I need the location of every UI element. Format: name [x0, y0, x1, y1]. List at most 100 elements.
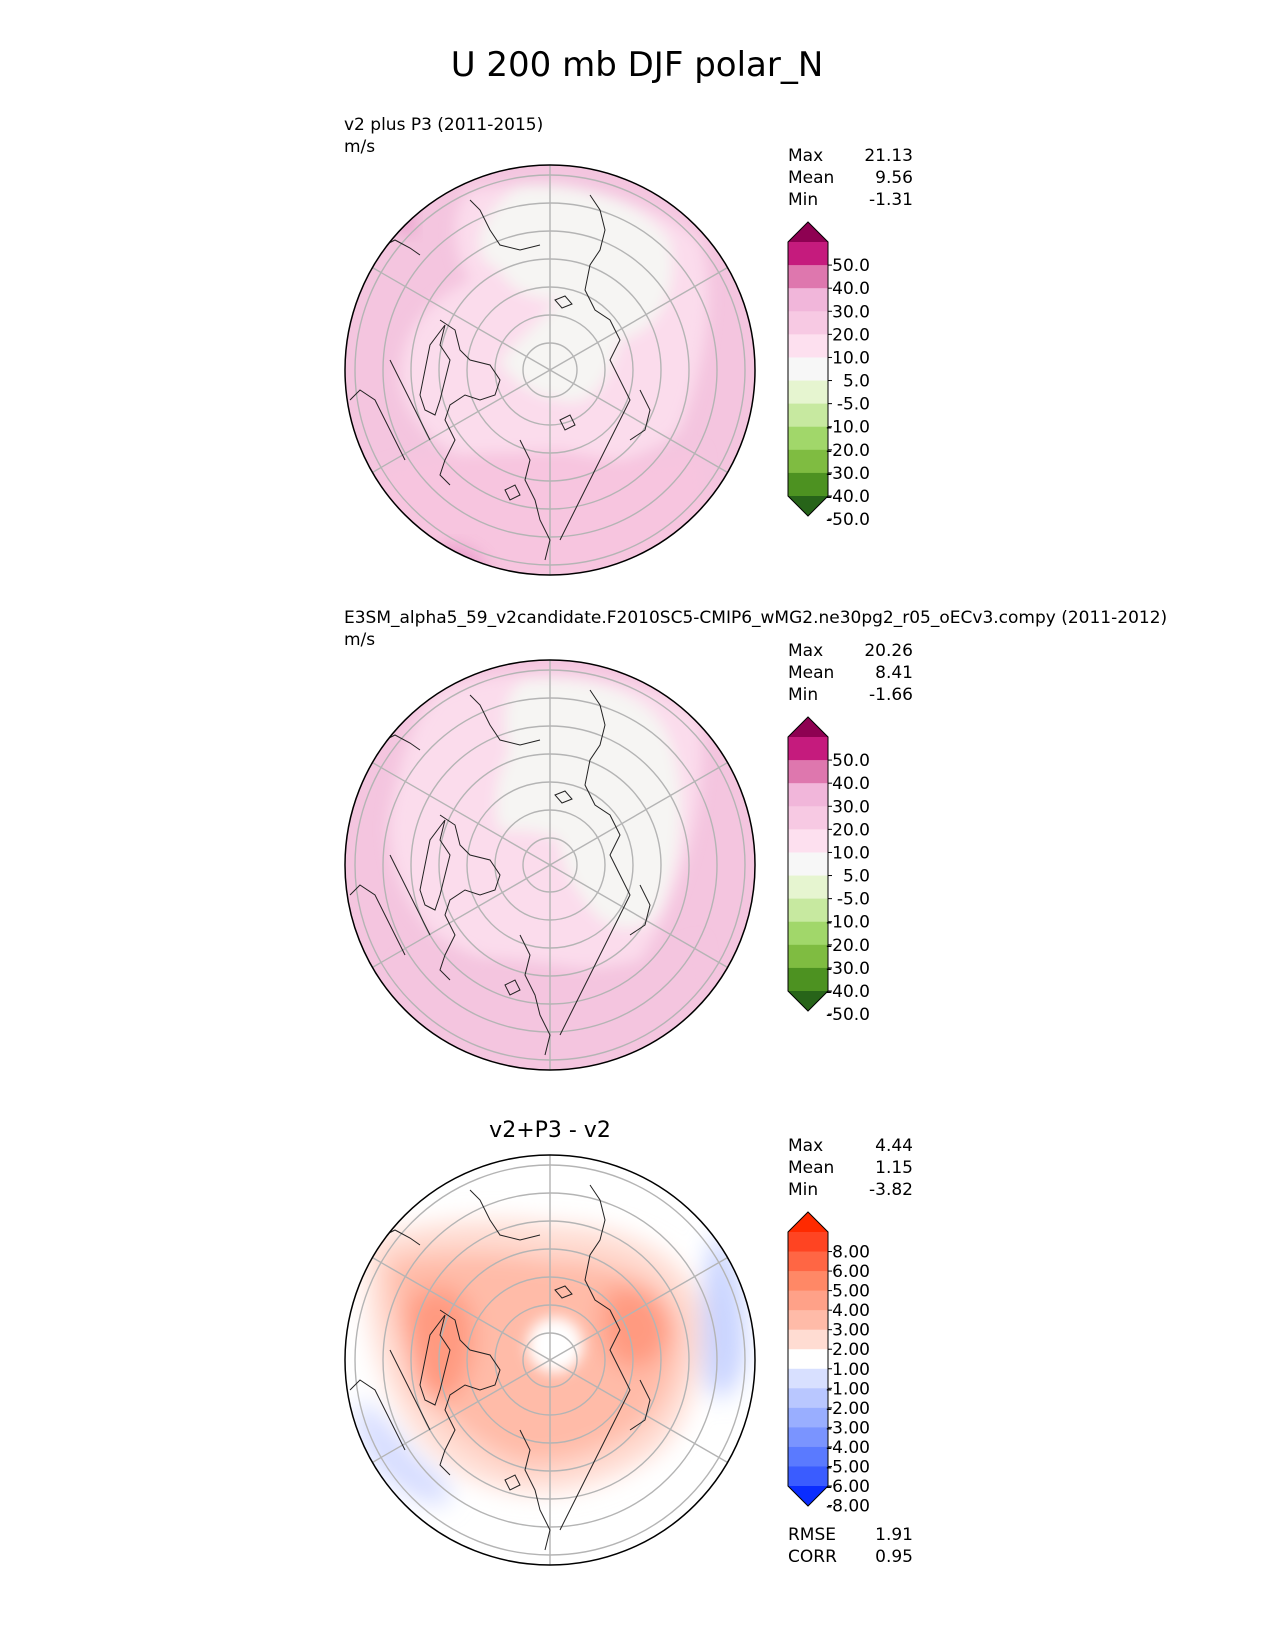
panel-1-colorbar-tick-label-5: 5.0: [843, 372, 870, 392]
panel-3-colorbar-tick-label-13: -8.00: [826, 1497, 870, 1517]
panel-3-map-border: [344, 1154, 756, 1566]
panel-2-subtitle: E3SM_alpha5_59_v2candidate.F2010SC5-CMIP…: [344, 608, 1167, 628]
panel-3-colorbar-tick-label-9: -3.00: [826, 1418, 870, 1438]
panel-3-coastlines: [349, 1184, 651, 1551]
panel-1-subtitle: v2 plus P3 (2011-2015): [344, 115, 543, 135]
panel-1-colorbar-bin-10: [788, 472, 828, 497]
panel-3-colorbar-tick-label-1: 6.00: [832, 1262, 870, 1282]
panel-1-map: [345, 165, 755, 575]
panel-3-region-neg1-neg2-west: [355, 1400, 451, 1505]
panel-2-colorbar-tick-label-6: -5.0: [837, 890, 870, 910]
panel-1-colorbar-bin-9: [788, 449, 828, 474]
panel-2-colorbar-tick-label-7: -10.0: [826, 913, 870, 933]
panel-3-stat-value-1: 1.15: [875, 1158, 913, 1178]
panel-1-colorbar-bin-8: [788, 426, 828, 451]
panel-3-colorbar-tick-label-7: -1.00: [826, 1379, 870, 1399]
panel-2-colorbar-bin-8: [788, 921, 828, 946]
panel-3-colorbar-bin-8: [788, 1388, 828, 1409]
panel-2-stat-value-2: -1.66: [869, 685, 913, 705]
panel-2-region-5-neg5: [495, 679, 681, 929]
panel-1-colorbar-tick-label-10: -40.0: [826, 487, 870, 507]
panel-2-colorbar-bin-0: [788, 737, 828, 761]
panel-1-colorbar-tick-label-4: 10.0: [832, 348, 870, 368]
panel-1-colorbar-extend-bottom: [788, 496, 828, 516]
panel-1-colorbar-extend-top: [788, 222, 828, 242]
panel-1-colorbar-tick-label-3: 20.0: [832, 325, 870, 345]
panel-3-metric-label-1: CORR: [788, 1547, 837, 1567]
panel-2-colorbar-tick-label-3: 20.0: [832, 820, 870, 840]
panel-3-colorbar-bin-9: [788, 1407, 828, 1428]
panel-3-colorbar-extend-top: [788, 1212, 828, 1232]
panel-3-colorbar-tick-label-5: 2.00: [832, 1340, 870, 1360]
panel-1-map-border: [344, 164, 756, 576]
panel-3-colorbar-tick-label-12: -6.00: [826, 1477, 870, 1497]
panel-2-units: m/s: [344, 630, 375, 650]
panel-3-colorbar-bin-7: [788, 1368, 828, 1389]
panel-3-colorbar-tick-label-10: -4.00: [826, 1438, 870, 1458]
panel-3-colorbar-bin-10: [788, 1427, 828, 1448]
panel-1-colorbar-tick-label-6: -5.0: [837, 395, 870, 415]
panel-3-colorbar-extend-bottom: [788, 1486, 828, 1506]
panel-3-colorbar-tick-label-0: 8.00: [832, 1243, 870, 1263]
panel-1-colorbar-bin-1: [788, 265, 828, 289]
panel-3-graticule: [354, 1155, 746, 1565]
panel-2-colorbar-tick-label-11: -50.0: [826, 1005, 870, 1025]
panel-2-colorbar-extend-top: [788, 717, 828, 737]
panel-1-colorbar-bin-7: [788, 403, 828, 428]
panel-2-colorbar-tick-label-4: 10.0: [832, 843, 870, 863]
panel-1-colorbar-bin-6: [788, 380, 828, 405]
panel-1-colorbar: 50.0 40.0 30.0 20.0 10.0 5.0 -5.0 -10.0 -20.0 -30…: [787, 221, 870, 530]
panel-3-colorbar-bin-12: [788, 1466, 828, 1487]
panel-1-stat-value-1: 9.56: [875, 168, 913, 188]
panel-2-colorbar-bin-7: [788, 898, 828, 923]
panel-2-colorbar-bin-9: [788, 944, 828, 969]
panel-1: v2 plus P3 (2011-2015) m/s: [344, 115, 913, 576]
panel-1-colorbar-tick-label-7: -10.0: [826, 418, 870, 438]
panel-3-colorbar: 8.006.005.004.003.002.001.00-1.00-2.00-3…: [787, 1211, 870, 1517]
panel-1-colorbar-tick-label-0: 50.0: [832, 256, 870, 276]
panel-2-coastlines: [349, 689, 651, 1056]
figure-title: U 200 mb DJF polar_N: [451, 45, 824, 85]
panel-2-colorbar-bin-5: [788, 852, 828, 877]
panel-3-colorbar-bin-3: [788, 1290, 828, 1311]
panel-3-colorbar-bin-11: [788, 1446, 828, 1467]
panel-1-stat-label-2: Min: [788, 190, 818, 210]
panel-1-colorbar-bin-4: [788, 334, 828, 358]
panel-2-stat-value-0: 20.26: [864, 641, 913, 661]
panel-1-coastlines: [349, 194, 651, 561]
panel-2-stat-label-0: Max: [788, 641, 823, 661]
panel-1-colorbar-tick-label-8: -20.0: [826, 441, 870, 461]
panel-2-colorbar-tick-label-2: 30.0: [832, 797, 870, 817]
panel-3-colorbar-bin-2: [788, 1271, 828, 1292]
panel-3-colorbar-bin-0: [788, 1232, 828, 1253]
panel-1-units: m/s: [344, 137, 375, 157]
panel-3-stat-label-0: Max: [788, 1136, 823, 1156]
panel-2-stat-label-1: Mean: [788, 663, 834, 683]
panel-2-colorbar-tick-label-5: 5.0: [843, 867, 870, 887]
panel-3-metric-value-1: 0.95: [875, 1547, 913, 1567]
panel-2-colorbar-bin-3: [788, 806, 828, 830]
panel-1-colorbar-bin-2: [788, 288, 828, 312]
panel-1-stat-value-2: -1.31: [869, 190, 913, 210]
panel-3-colorbar-bin-4: [788, 1310, 828, 1331]
panel-1-graticule: [354, 165, 746, 575]
panel-3-colorbar-tick-label-11: -5.00: [826, 1457, 870, 1477]
panel-2-colorbar-bin-1: [788, 760, 828, 784]
panel-3-colorbar-tick-label-2: 5.00: [832, 1282, 870, 1302]
panel-1-colorbar-bin-0: [788, 242, 828, 266]
panel-3-metric-label-0: RMSE: [788, 1525, 836, 1545]
panel-1-stat-label-1: Mean: [788, 168, 834, 188]
panel-3-colorbar-bin-6: [788, 1349, 828, 1370]
panel-2-map-border: [344, 659, 756, 1071]
panel-3-title: v2+P3 - v2: [489, 1118, 611, 1143]
panel-1-stat-value-0: 21.13: [864, 146, 913, 166]
panel-2-colorbar-tick-label-8: -20.0: [826, 936, 870, 956]
panel-2-colorbar-tick-label-0: 50.0: [832, 751, 870, 771]
panel-3-colorbar-bin-1: [788, 1251, 828, 1272]
panel-3-stat-value-0: 4.44: [875, 1136, 913, 1156]
panel-2-colorbar-tick-label-10: -40.0: [826, 982, 870, 1002]
panel-1-colorbar-bin-3: [788, 311, 828, 335]
panel-3-metric-value-0: 1.91: [875, 1525, 913, 1545]
panel-1-region-5-neg5: [479, 184, 673, 402]
